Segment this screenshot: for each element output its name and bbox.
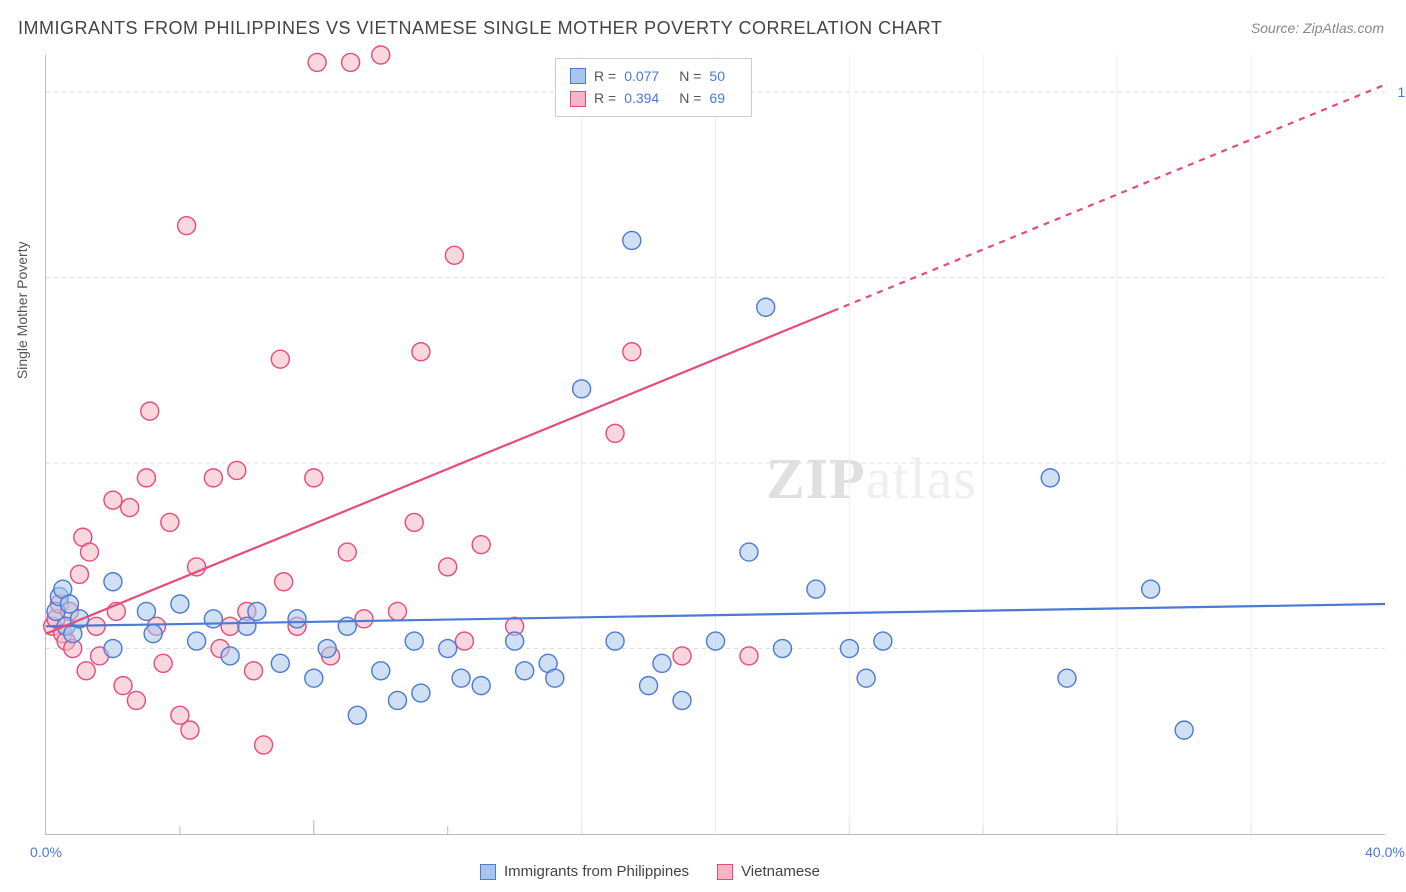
n-value-vietnamese: 69	[709, 87, 725, 109]
n-label: N =	[679, 65, 701, 87]
r-label: R =	[594, 65, 616, 87]
chart-container: IMMIGRANTS FROM PHILIPPINES VS VIETNAMES…	[0, 0, 1406, 892]
r-value-philippines: 0.077	[624, 65, 659, 87]
legend-stats: R = 0.077 N = 50 R = 0.394 N = 69	[555, 58, 752, 117]
x-tick-label: 0.0%	[30, 844, 62, 860]
legend-series: Immigrants from Philippines Vietnamese	[480, 863, 820, 880]
legend-item-vietnamese: Vietnamese	[717, 863, 820, 880]
r-value-vietnamese: 0.394	[624, 87, 659, 109]
swatch-philippines	[570, 68, 586, 84]
legend-label-philippines: Immigrants from Philippines	[504, 863, 689, 880]
legend-row-vietnamese: R = 0.394 N = 69	[570, 87, 737, 109]
n-value-philippines: 50	[709, 65, 725, 87]
source-label: Source: ZipAtlas.com	[1251, 20, 1384, 36]
legend-row-philippines: R = 0.077 N = 50	[570, 65, 737, 87]
y-tick-label: 100.0%	[1398, 84, 1406, 100]
plot-svg	[46, 55, 1385, 834]
swatch-philippines-icon	[480, 864, 496, 880]
legend-label-vietnamese: Vietnamese	[741, 863, 820, 880]
x-tick-label: 40.0%	[1365, 844, 1405, 860]
y-axis-label: Single Mother Poverty	[14, 241, 30, 379]
swatch-vietnamese	[570, 91, 586, 107]
plot-area: ZIPatlas 25.0%50.0%75.0%100.0%0.0%40.0%	[45, 55, 1385, 835]
r-label: R =	[594, 87, 616, 109]
chart-title: IMMIGRANTS FROM PHILIPPINES VS VIETNAMES…	[18, 18, 942, 39]
n-label: N =	[679, 87, 701, 109]
swatch-vietnamese-icon	[717, 864, 733, 880]
legend-item-philippines: Immigrants from Philippines	[480, 863, 689, 880]
